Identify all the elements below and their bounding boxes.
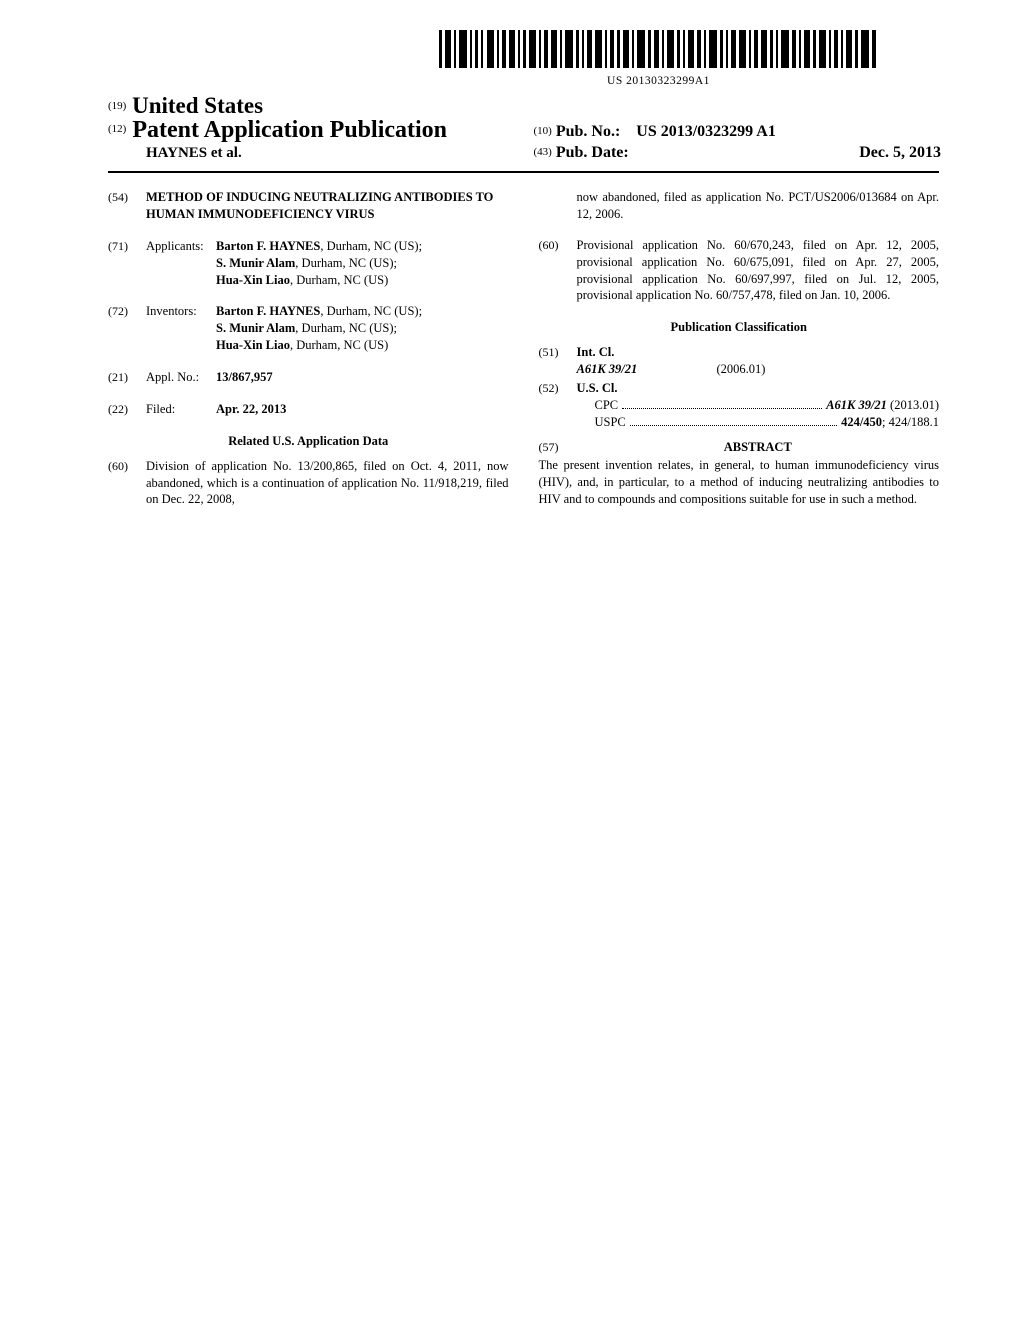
applno-code: (21) bbox=[108, 369, 146, 386]
pubno-value: US 2013/0323299 A1 bbox=[636, 123, 776, 140]
applicant-loc-1: Durham, NC (US); bbox=[302, 256, 397, 270]
intcl-code: (51) bbox=[539, 344, 577, 378]
intcl-row: (51) Int. Cl. A61K 39/21 (2006.01) bbox=[539, 344, 940, 378]
pubdate-label: Pub. Date: bbox=[556, 144, 629, 161]
title-field: (54) METHOD OF INDUCING NEUTRALIZING ANT… bbox=[108, 189, 509, 223]
related-60b-code: (60) bbox=[539, 237, 577, 305]
abstract-heading: ABSTRACT bbox=[577, 439, 940, 456]
applicant-name-1: S. Munir Alam bbox=[216, 256, 295, 270]
barcode-text: US 20130323299A1 bbox=[378, 75, 939, 87]
uspc-value-bold: 424/450 bbox=[841, 415, 882, 429]
inventor-loc-2: Durham, NC (US) bbox=[296, 338, 388, 352]
pubtype-code: (12) bbox=[108, 123, 126, 135]
applicant-name-0: Barton F. HAYNES bbox=[216, 239, 320, 253]
inventor-name-1: S. Munir Alam bbox=[216, 321, 295, 335]
related-60b-field: (60) Provisional application No. 60/670,… bbox=[539, 237, 940, 305]
applicants-list: Barton F. HAYNES, Durham, NC (US); S. Mu… bbox=[216, 238, 509, 289]
applno-value: 13/867,957 bbox=[216, 369, 509, 386]
related-60b-text: Provisional application No. 60/670,243, … bbox=[577, 237, 940, 305]
inventor-loc-1: Durham, NC (US); bbox=[302, 321, 397, 335]
pubdate-code: (43) bbox=[534, 146, 552, 158]
related-60a-code: (60) bbox=[108, 458, 146, 509]
abstract-header-row: (57) ABSTRACT bbox=[539, 439, 940, 456]
filed-label: Filed: bbox=[146, 401, 216, 418]
uspc-label: USPC bbox=[595, 414, 626, 431]
patent-page: US 20130323299A1 (19) United States (12)… bbox=[0, 0, 1024, 538]
country-code: (19) bbox=[108, 100, 126, 112]
authors-line: HAYNES et al. bbox=[108, 145, 524, 162]
filed-value: Apr. 22, 2013 bbox=[216, 401, 509, 418]
applicants-label: Applicants: bbox=[146, 238, 216, 289]
intcl-date: (2006.01) bbox=[717, 361, 766, 378]
inventors-label: Inventors: bbox=[146, 303, 216, 354]
applicant-loc-0: Durham, NC (US); bbox=[327, 239, 422, 253]
right-column: now abandoned, filed as application No. … bbox=[539, 189, 940, 508]
related-heading: Related U.S. Application Data bbox=[108, 433, 509, 450]
pubno-code: (10) bbox=[534, 125, 552, 137]
intcl-label: Int. Cl. bbox=[577, 344, 940, 361]
inventor-name-0: Barton F. HAYNES bbox=[216, 304, 320, 318]
applicant-name-2: Hua-Xin Liao bbox=[216, 273, 290, 287]
related-continuation: now abandoned, filed as application No. … bbox=[577, 189, 940, 223]
pubtype-line: (12) Patent Application Publication bbox=[108, 117, 524, 144]
left-column: (54) METHOD OF INDUCING NEUTRALIZING ANT… bbox=[108, 189, 509, 508]
related-60a-text: Division of application No. 13/200,865, … bbox=[146, 458, 509, 509]
header-row: (19) United States (12) Patent Applicati… bbox=[108, 93, 939, 162]
country-name: United States bbox=[132, 93, 263, 118]
divider bbox=[108, 171, 939, 173]
filed-code: (22) bbox=[108, 401, 146, 418]
uscl-label: U.S. Cl. bbox=[577, 380, 940, 397]
pubdate-value: Dec. 5, 2013 bbox=[859, 144, 949, 162]
inventors-code: (72) bbox=[108, 303, 146, 354]
applicants-code: (71) bbox=[108, 238, 146, 289]
cpc-date: (2013.01) bbox=[890, 398, 939, 412]
inventors-list: Barton F. HAYNES, Durham, NC (US); S. Mu… bbox=[216, 303, 509, 354]
country-line: (19) United States bbox=[108, 93, 524, 119]
inventors-field: (72) Inventors: Barton F. HAYNES, Durham… bbox=[108, 303, 509, 354]
abstract-code: (57) bbox=[539, 439, 577, 456]
classification-heading: Publication Classification bbox=[539, 319, 940, 336]
pubtype-text: Patent Application Publication bbox=[132, 117, 447, 143]
uscl-row: (52) U.S. Cl. CPC A61K 39/21 (2013.01) U… bbox=[539, 380, 940, 431]
filed-field: (22) Filed: Apr. 22, 2013 bbox=[108, 401, 509, 418]
barcode-area: US 20130323299A1 bbox=[378, 30, 939, 87]
applicants-field: (71) Applicants: Barton F. HAYNES, Durha… bbox=[108, 238, 509, 289]
pubno-label: Pub. No.: bbox=[556, 123, 620, 140]
uscl-code: (52) bbox=[539, 380, 577, 431]
applno-field: (21) Appl. No.: 13/867,957 bbox=[108, 369, 509, 386]
inventor-loc-0: Durham, NC (US); bbox=[327, 304, 422, 318]
cpc-label: CPC bbox=[595, 397, 619, 414]
cpc-value: A61K 39/21 bbox=[826, 398, 887, 412]
pubdate-line: (43) Pub. Date: Dec. 5, 2013 bbox=[534, 144, 950, 162]
abstract-text: The present invention relates, in genera… bbox=[539, 457, 940, 508]
uspc-value-rest: ; 424/188.1 bbox=[882, 415, 939, 429]
title-code: (54) bbox=[108, 189, 146, 223]
applicant-loc-2: Durham, NC (US) bbox=[296, 273, 388, 287]
pubno-line: (10) Pub. No.: US 2013/0323299 A1 bbox=[534, 123, 950, 141]
applno-label: Appl. No.: bbox=[146, 369, 216, 386]
related-60a-field: (60) Division of application No. 13/200,… bbox=[108, 458, 509, 509]
title-text: METHOD OF INDUCING NEUTRALIZING ANTIBODI… bbox=[146, 189, 509, 223]
intcl-value: A61K 39/21 bbox=[577, 361, 717, 378]
barcode-icon bbox=[439, 30, 879, 68]
inventor-name-2: Hua-Xin Liao bbox=[216, 338, 290, 352]
